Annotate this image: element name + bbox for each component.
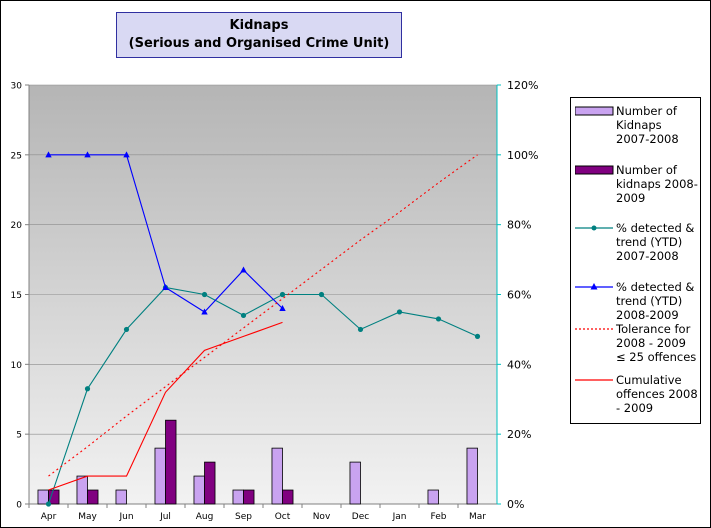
point-detected-2007-2008-nov	[318, 291, 325, 298]
x-tick-label: Oct	[275, 512, 291, 522]
right-tick-label: 0%	[507, 498, 524, 511]
x-tick-label: Sep	[235, 512, 252, 522]
right-tick-label: 80%	[507, 219, 531, 232]
point-detected-2008-2009-sep	[240, 266, 247, 273]
bar-kidnaps-2007-2008-feb	[427, 489, 439, 505]
bar-kidnaps-2007-2008-aug	[193, 475, 205, 505]
point-detected-2007-2008-aug	[201, 291, 208, 298]
x-tick-label: Aug	[196, 512, 214, 522]
point-detected-2007-2008-feb	[435, 316, 442, 322]
bar-kidnaps-2008-2009-jul	[165, 419, 177, 505]
bar-kidnaps-2008-2009-may	[87, 489, 99, 505]
bar-kidnaps-2007-2008-mar	[466, 447, 478, 505]
x-tick-label: Jul	[159, 512, 171, 522]
right-tick-label: 40%	[507, 358, 531, 371]
legend-swatch-red-line	[575, 379, 613, 381]
bar-kidnaps-2007-2008-dec	[349, 461, 361, 505]
legend-swatch-blue-line	[575, 283, 613, 290]
point-detected-2007-2008-jun	[123, 326, 130, 333]
x-tick-label: Dec	[352, 512, 369, 522]
chart-title-box: Kidnaps (Serious and Organised Crime Uni…	[116, 12, 402, 58]
left-tick-label: 25	[11, 151, 22, 161]
line-detected-2007-2008	[47, 286, 478, 505]
x-tick-label: May	[78, 512, 97, 522]
right-tick-label: 100%	[507, 149, 538, 162]
x-tick-label: Nov	[313, 512, 331, 522]
legend-label: Tolerance for 2008 - 2009 ≤ 25 offences	[616, 322, 697, 364]
chart-subtitle: (Serious and Organised Crime Unit)	[128, 36, 390, 51]
point-detected-2008-2009-jul	[162, 284, 169, 291]
bar-kidnaps-2007-2008-sep	[232, 489, 244, 505]
left-tick-label: 30	[11, 82, 23, 92]
left-tick-label: 20	[11, 221, 23, 231]
bar-kidnaps-2008-2009-apr	[48, 489, 60, 505]
line-tolerance	[48, 154, 478, 477]
point-detected-2007-2008-dec	[357, 326, 364, 333]
legend-label: Number of kidnaps 2008-2009	[616, 163, 698, 205]
point-detected-2007-2008-mar	[474, 333, 481, 339]
x-tick-label: Apr	[41, 512, 57, 522]
bar-kidnaps-2007-2008-jul	[154, 447, 166, 505]
legend-swatch-bar-dark	[575, 165, 614, 175]
left-tick-label: 5	[16, 431, 22, 441]
left-tick-label: 15	[11, 291, 22, 301]
legend: Number of Kidnaps 2007-2008 Number of ki…	[570, 97, 701, 424]
legend-label: Cumulative offences 2008 - 2009	[616, 373, 698, 415]
point-detected-2008-2009-oct	[279, 304, 286, 311]
legend-swatch-bar-light	[575, 106, 614, 116]
x-tick-label: Jan	[392, 512, 407, 522]
left-tick-label: 0	[16, 501, 22, 511]
bar-kidnaps-2007-2008-oct	[271, 447, 283, 505]
bar-kidnaps-2008-2009-aug	[204, 461, 216, 505]
bar-kidnaps-2007-2008-may	[76, 475, 88, 505]
legend-swatch-dotted-line	[575, 328, 613, 330]
point-detected-2007-2008-may	[84, 386, 91, 392]
x-tick-label: Jun	[118, 512, 133, 522]
point-detected-2008-2009-may	[84, 151, 91, 158]
point-detected-2008-2009-aug	[201, 308, 208, 315]
point-detected-2007-2008-jan	[396, 309, 403, 315]
legend-label: % detected & trend (YTD) 2008-2009	[616, 280, 695, 322]
right-tick-label: 60%	[507, 289, 531, 302]
left-tick-label: 10	[11, 361, 23, 371]
bar-kidnaps-2007-2008-jun	[115, 489, 127, 505]
point-detected-2008-2009-jun	[123, 151, 130, 158]
bar-kidnaps-2008-2009-sep	[243, 489, 255, 505]
line-cumulative	[48, 321, 283, 491]
right-tick-label: 120%	[507, 79, 538, 92]
legend-swatch-teal-line	[575, 225, 613, 231]
legend-label: % detected & trend (YTD) 2007-2008	[616, 221, 695, 263]
chart-title: Kidnaps	[229, 18, 289, 33]
x-tick-label: Mar	[469, 512, 486, 522]
bar-kidnaps-2008-2009-oct	[282, 489, 294, 505]
point-detected-2007-2008-sep	[240, 312, 247, 319]
bar-kidnaps-2007-2008-apr	[37, 489, 49, 505]
point-detected-2007-2008-oct	[279, 291, 286, 298]
right-tick-label: 20%	[507, 428, 531, 441]
point-detected-2007-2008-apr	[45, 501, 52, 507]
x-tick-label: Feb	[431, 512, 447, 522]
legend-label: Number of Kidnaps 2007-2008	[616, 104, 679, 146]
point-detected-2008-2009-apr	[45, 151, 52, 158]
